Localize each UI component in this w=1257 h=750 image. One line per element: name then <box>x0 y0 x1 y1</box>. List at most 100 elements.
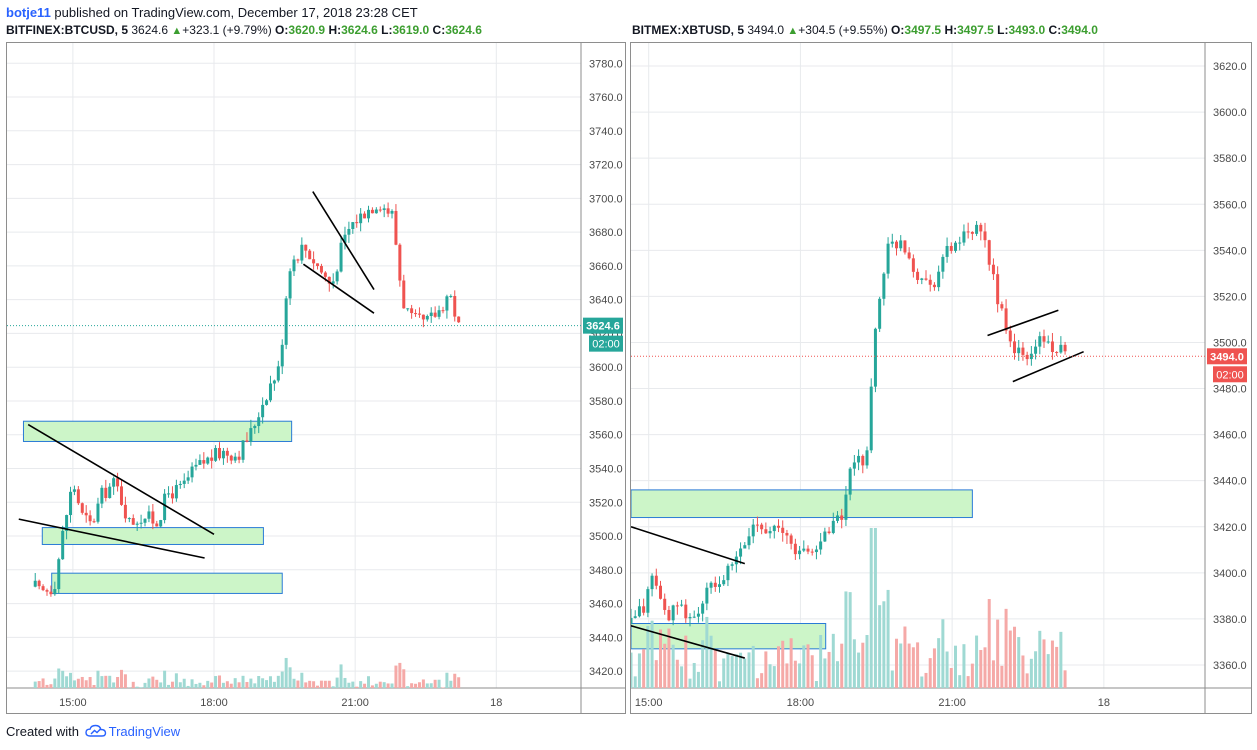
candle-body <box>895 241 899 249</box>
volume-bar <box>852 639 856 688</box>
volume-bar <box>688 678 692 688</box>
candle-body <box>112 478 116 487</box>
candle-body <box>1038 336 1042 347</box>
volume-bar <box>225 681 229 688</box>
candle-body <box>343 234 347 243</box>
volume-bar <box>186 685 190 688</box>
volume-bar <box>335 677 339 688</box>
candle-body <box>76 489 80 504</box>
volume-bar <box>159 682 163 688</box>
right-chart-panel[interactable]: 3360.0 3380.0 3400.0 3420.0 3440.0 3460.0 3480… <box>630 42 1252 714</box>
tradingview-brand-link[interactable]: TradingView <box>108 724 181 739</box>
y-tick-label: 3680.0 <box>589 227 623 239</box>
candle-body <box>116 478 120 487</box>
y-tick-label: 3740.0 <box>589 126 623 138</box>
volume-bar <box>675 659 679 688</box>
volume-bar <box>53 678 57 688</box>
volume-bar <box>253 683 257 688</box>
volume-bar <box>789 638 793 688</box>
y-tick-label: 3520.0 <box>1213 291 1247 303</box>
candle-body <box>979 224 983 232</box>
candle-body <box>316 263 320 267</box>
candle-body <box>751 524 755 537</box>
candle-body <box>414 313 418 315</box>
volume-bar <box>814 681 818 688</box>
volume-bar <box>941 619 945 688</box>
volume-bar <box>924 672 928 688</box>
candle-body <box>390 210 394 214</box>
volume-bar <box>292 678 296 688</box>
volume-bar <box>865 635 869 688</box>
volume-bar <box>819 635 823 688</box>
candle-body <box>339 242 343 272</box>
candle-body <box>861 455 865 466</box>
candle-body <box>701 603 705 614</box>
volume-bar <box>312 681 316 688</box>
right-candlestick-chart[interactable]: 3360.0 3380.0 3400.0 3420.0 3440.0 3460.0 3480… <box>631 43 1251 713</box>
y-tick-label: 3540.0 <box>1213 245 1247 257</box>
candle-body <box>41 586 45 591</box>
candle-body <box>241 440 245 460</box>
left-change: +323.1 (+9.79%) <box>182 23 272 37</box>
candle-body <box>680 604 684 606</box>
right-open: 3497.5 <box>904 23 942 37</box>
volume-bar <box>261 678 265 688</box>
volume-bar <box>327 680 331 688</box>
candle-body <box>253 426 257 429</box>
candle-body <box>108 486 112 499</box>
candle-body <box>970 231 974 234</box>
left-c-label: C: <box>432 23 446 37</box>
candle-body <box>831 520 835 534</box>
candle-body <box>202 460 206 464</box>
candles <box>631 221 1067 627</box>
candle-body <box>667 609 671 621</box>
volume-bar <box>72 680 76 688</box>
candle-body <box>229 455 233 461</box>
left-candlestick-chart[interactable]: 3420.0 3440.0 3460.0 3480.0 3500.0 3520.0 3540… <box>7 43 625 713</box>
y-tick-label: 3440.0 <box>1213 476 1247 488</box>
candle-body <box>304 244 308 251</box>
candle-body <box>53 589 57 595</box>
volume-bar <box>304 682 308 688</box>
candle-body <box>312 259 316 264</box>
x-tick-label: 21:00 <box>341 697 369 709</box>
volume-bar <box>1017 637 1021 688</box>
volume-bar <box>119 669 123 688</box>
volume-bar <box>1034 651 1038 688</box>
y-tick-label: 3560.0 <box>589 430 623 442</box>
candle-body <box>768 531 772 534</box>
candle-body <box>131 518 135 525</box>
volume-bar <box>932 648 936 688</box>
candle-body <box>296 259 300 261</box>
candle-body <box>33 580 37 587</box>
volume-bar <box>69 672 73 688</box>
volume-bar <box>844 591 848 688</box>
volume-bar <box>182 678 186 688</box>
candle-body <box>1008 330 1012 342</box>
candle-body <box>72 489 76 492</box>
candle-body <box>245 440 249 442</box>
volume-bar <box>41 678 45 688</box>
y-tick-label: 3440.0 <box>589 632 623 644</box>
x-tick-label: 15:00 <box>635 697 663 709</box>
volume-bar <box>382 682 386 688</box>
trendline <box>987 309 1059 337</box>
candle-body <box>182 480 186 484</box>
volume-bar <box>108 675 112 688</box>
volume-bar <box>178 682 182 688</box>
candle-body <box>167 493 171 495</box>
candle-body <box>410 308 414 314</box>
left-chart-panel[interactable]: 3420.0 3440.0 3460.0 3480.0 3500.0 3520.0 3540… <box>6 42 626 714</box>
candle-body <box>890 241 894 244</box>
volume-bar <box>151 676 155 688</box>
candle-body <box>174 485 178 499</box>
volume-bar <box>831 633 835 688</box>
volume-bar <box>827 651 831 688</box>
volume-bar <box>958 675 962 688</box>
countdown-box <box>1213 366 1247 383</box>
author-link[interactable]: botje11 <box>6 5 51 20</box>
candle-body <box>355 222 359 224</box>
candle-body <box>743 545 747 549</box>
volume-bar <box>280 671 284 688</box>
volume-bar <box>265 680 269 688</box>
